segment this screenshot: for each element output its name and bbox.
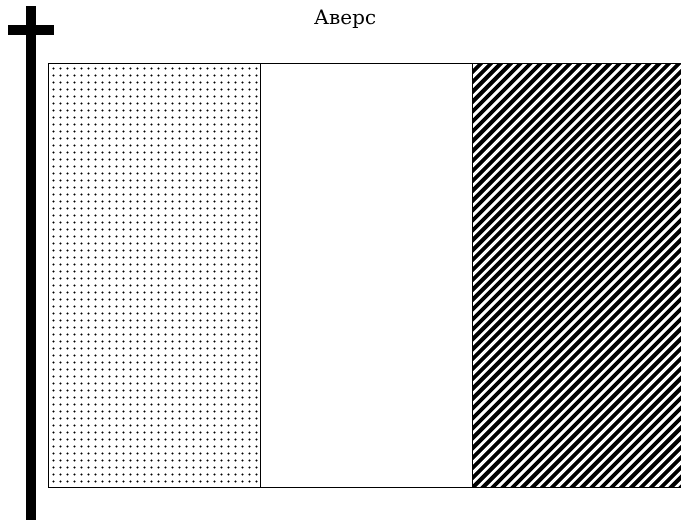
- stripe-plain: [261, 64, 473, 487]
- page-title: Аверс: [313, 5, 377, 29]
- flagpole: [26, 6, 36, 520]
- stripe-dotted: [49, 64, 261, 487]
- flagpole-crossbar: [8, 25, 54, 35]
- stripe-hatched: [473, 64, 681, 487]
- flag: [48, 63, 681, 488]
